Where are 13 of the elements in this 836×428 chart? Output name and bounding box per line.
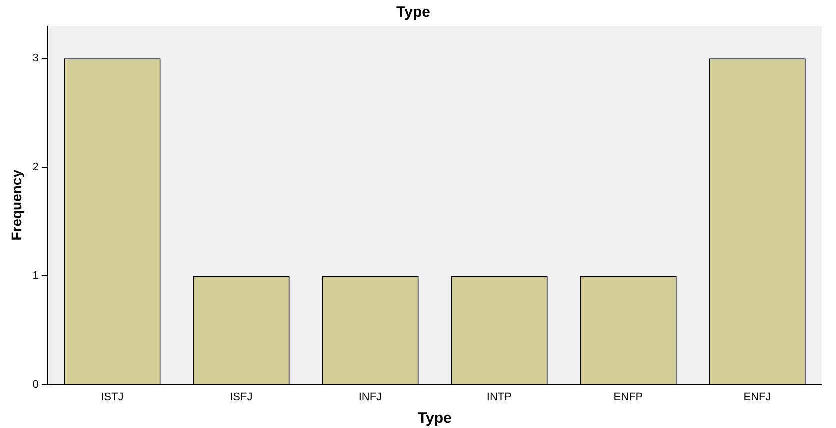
y-axis-title: Frequency xyxy=(8,170,24,241)
x-tick-label: ISTJ xyxy=(101,391,124,404)
x-tick-label: ISFJ xyxy=(230,391,253,404)
y-tick-label: 0 xyxy=(32,378,39,391)
y-tick-label: 3 xyxy=(32,52,39,65)
x-tick-label: INFJ xyxy=(358,391,382,404)
x-tick-label: INTP xyxy=(486,391,512,404)
x-axis-title: Type xyxy=(418,410,452,428)
y-tick-label: 1 xyxy=(32,270,39,282)
x-tick-label: ENFP xyxy=(614,391,644,404)
chart-title: Type xyxy=(396,4,430,22)
y-tick-label: 2 xyxy=(32,161,39,174)
x-tick-label: ENFJ xyxy=(744,391,772,404)
